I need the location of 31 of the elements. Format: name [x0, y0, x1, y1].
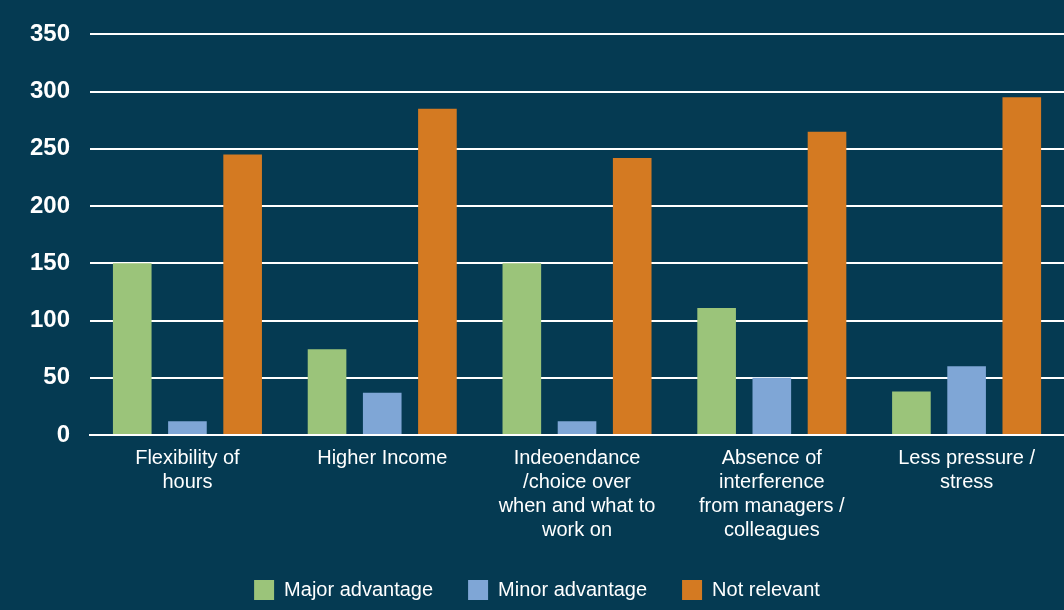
bar: [223, 154, 262, 434]
y-tick-label: 50: [43, 362, 71, 390]
legend-label: Major advantage: [284, 577, 434, 600]
x-tick-label: Absence of interference from managers / colleagues: [699, 445, 846, 540]
bar: [112, 263, 152, 434]
y-tick-label: 150: [30, 247, 71, 275]
bar: [418, 108, 457, 434]
bar: [307, 349, 347, 434]
y-tick-label: 300: [30, 76, 71, 104]
y-tick-label: 100: [30, 305, 71, 333]
legend-label: Minor advantage: [498, 577, 648, 600]
bar: [362, 392, 402, 434]
bar: [557, 421, 597, 434]
bar: [502, 263, 542, 434]
legend-label: Not relevant: [712, 577, 821, 600]
x-tick-label: Flexibility of hours: [135, 445, 241, 492]
bar: [947, 366, 986, 434]
bar: [752, 377, 792, 434]
x-tick-label: Indeoendance /choice over when and what to work on: [497, 445, 656, 540]
bar: [1002, 97, 1042, 434]
bar: [697, 307, 736, 434]
y-tick-label: 250: [30, 133, 71, 161]
y-tick-label: 200: [30, 190, 71, 218]
bar: [892, 391, 931, 434]
x-tick-label: Less pressure / stress: [898, 445, 1036, 492]
bar: [807, 131, 847, 434]
x-tick-label: Higher Income: [317, 445, 448, 468]
y-tick-label: 0: [56, 419, 71, 447]
bar: [168, 421, 207, 434]
bar: [612, 158, 652, 434]
y-tick-label: 350: [30, 19, 71, 47]
